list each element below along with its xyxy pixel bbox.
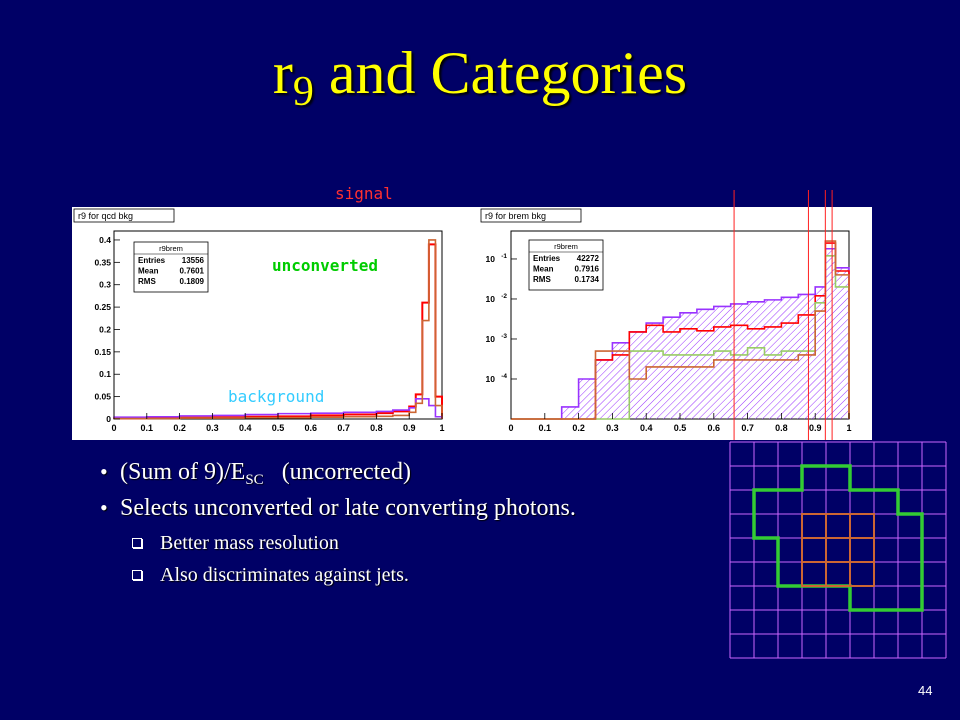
x-tick-label: 0.2: [173, 423, 186, 433]
y-tick-label: 0: [106, 414, 111, 424]
x-tick-label: 0: [111, 423, 116, 433]
stats-value: 13556: [182, 256, 205, 265]
stats-label: Entries: [138, 256, 166, 265]
x-tick-label: 0.4: [640, 423, 653, 433]
y-tick-exponent: -3: [501, 333, 507, 340]
stats-label: Mean: [533, 265, 554, 274]
y-tick-label: 0.25: [94, 302, 111, 312]
y-tick-exponent: -2: [501, 293, 507, 300]
y-tick-label: 10: [486, 334, 496, 344]
inner-3x3-window: [801, 513, 875, 587]
plot-title-box: [73, 208, 175, 223]
x-tick-label: 0.8: [370, 423, 383, 433]
bullet-sum-of-9: • (Sum of 9)/ESC (uncorrected): [100, 459, 411, 488]
x-tick-label: 0.9: [809, 423, 822, 433]
stats-value: 0.7916: [575, 265, 600, 274]
bullet-list: • (Sum of 9)/ESC (uncorrected) • Selects…: [100, 458, 640, 594]
unconverted-label: unconverted: [272, 256, 378, 275]
plot-title: r9 for brem bkg: [485, 211, 546, 221]
y-tick-label: 0.3: [99, 280, 111, 290]
stats-box-name: r9brem: [554, 242, 578, 251]
checkbox-bullet-icon: [132, 570, 142, 580]
x-tick-label: 0.7: [337, 423, 350, 433]
x-tick-label: 0: [508, 423, 513, 433]
x-tick-label: 0.4: [239, 423, 252, 433]
stats-box-name: r9brem: [159, 244, 183, 253]
stats-label: RMS: [533, 275, 551, 284]
y-tick-label: 10: [486, 374, 496, 384]
subbullet-discriminates-jets: Also discriminates against jets.: [100, 562, 640, 588]
stats-label: RMS: [138, 277, 156, 286]
y-tick-label: 0.15: [94, 347, 111, 357]
stats-box: [133, 241, 209, 293]
stats-label: Mean: [138, 267, 159, 276]
category-cut-lines: [733, 190, 833, 440]
x-tick-label: 0.3: [606, 423, 619, 433]
y-tick-label: 0.05: [94, 392, 111, 402]
x-tick-label: 0.3: [206, 423, 219, 433]
histogram-series: [511, 242, 850, 420]
x-tick-label: 0.5: [674, 423, 687, 433]
stats-value: 0.7601: [180, 267, 205, 276]
stats-value: 0.1809: [180, 277, 205, 286]
x-tick-label: 0.1: [141, 423, 154, 433]
y-tick-exponent: -1: [501, 253, 507, 260]
x-tick-label: 0.7: [741, 423, 754, 433]
y-tick-label: 0.4: [99, 235, 111, 245]
stats-value: 0.1734: [575, 275, 600, 284]
page-number: 44: [918, 683, 933, 698]
x-tick-label: 0.6: [305, 423, 318, 433]
x-tick-label: 0.9: [403, 423, 416, 433]
bullet-selects-unconverted: • Selects unconverted or late converting…: [100, 495, 576, 521]
x-tick-label: 0.5: [272, 423, 285, 433]
y-tick-label: 0.1: [99, 369, 111, 379]
plot-brem-bkg: r9 for brem bkg 0 0.1 0.2 0.3 0.4 0.5 0.6 0.7 0.8…: [479, 207, 872, 440]
x-tick-label: 0.6: [708, 423, 721, 433]
x-tick-label: 0.8: [775, 423, 788, 433]
signal-label: signal: [335, 184, 393, 203]
x-tick-label: 0.1: [539, 423, 552, 433]
background-label: background: [228, 387, 325, 406]
subbullet-mass-resolution: Better mass resolution: [100, 530, 640, 556]
stats-label: Entries: [533, 254, 561, 263]
plot-qcd-bkg: r9 for qcd bkg 0 0.1 0.2 0.3 0.4 0.5 0.6 0.7 0.8 0…: [72, 207, 481, 440]
crystal-grid-diagram: [729, 441, 947, 659]
bullet-dot-icon: •: [100, 495, 108, 520]
stats-value: 42272: [577, 254, 600, 263]
y-tick-label: 0.2: [99, 324, 111, 334]
histogram-brem-bkg: r9 for brem bkg 0 0.1 0.2 0.3 0.4 0.5 0.6 0.7 0.8…: [480, 208, 852, 433]
x-tick-label: 1: [846, 423, 851, 433]
histogram-qcd-bkg: r9 for qcd bkg 0 0.1 0.2 0.3 0.4 0.5 0.6 0.7 0.8 0…: [73, 208, 445, 433]
checkbox-bullet-icon: [132, 538, 142, 548]
bullet-dot-icon: •: [100, 459, 108, 484]
y-tick-label: 10: [486, 294, 496, 304]
y-tick-label: 0.35: [94, 257, 111, 267]
plot-title: r9 for qcd bkg: [78, 211, 133, 221]
slide-title: r9 and Categories: [272, 40, 688, 115]
x-tick-label: 0.2: [572, 423, 585, 433]
y-tick-label: 10: [486, 254, 496, 264]
x-tick-label: 1: [439, 423, 444, 433]
plot-title-box: [480, 208, 582, 223]
stats-box: [528, 239, 604, 291]
y-tick-exponent: -4: [501, 373, 507, 380]
outer-window-outline: [752, 464, 924, 612]
